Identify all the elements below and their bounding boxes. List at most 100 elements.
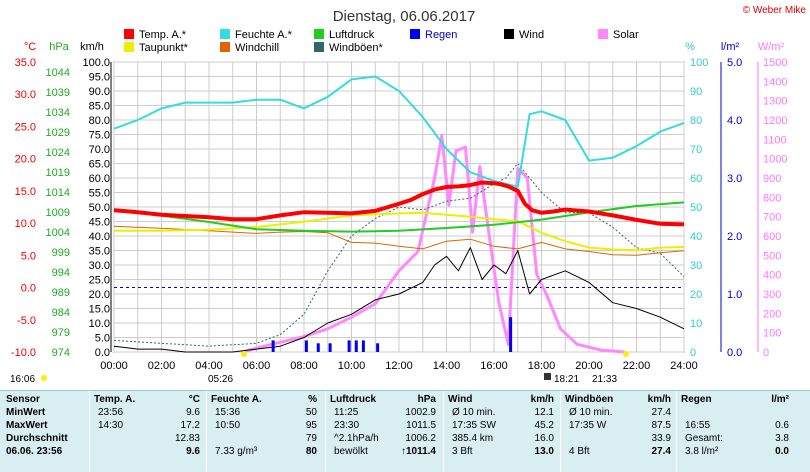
legend-swatch (314, 29, 324, 39)
stats-time: 17:35 W (569, 420, 607, 431)
stats-value: 79 (305, 433, 317, 444)
legend-swatch (220, 29, 230, 39)
stats-time (681, 407, 685, 418)
stats-time: 17:35 SW (452, 420, 496, 431)
temp-tick-label: -5.0 (17, 315, 36, 327)
stats-value: 3.8 (775, 433, 789, 444)
solar-noon-time: 18:21 (554, 374, 579, 385)
stats-row: 4 Bft 27.4 (565, 445, 671, 458)
humidity-tick-label: 70 (690, 144, 702, 156)
legend-swatch (220, 42, 230, 52)
legend-label: Regen (425, 29, 457, 41)
stats-time (211, 433, 215, 444)
pressure-tick-label: 984 (52, 307, 70, 319)
stats-header: Wind (448, 394, 473, 405)
stats-value: 12.1 (534, 407, 554, 418)
pressure-tick-label: 999 (52, 247, 70, 259)
copyright-link[interactable]: © Weber Mike (743, 5, 807, 16)
wind-tick-label: 25.0 (89, 275, 110, 287)
stats-divider (206, 391, 207, 472)
stats-time: Ø 10 min. (569, 407, 613, 418)
stats-row: 7.33 g/m³ 80 (211, 445, 317, 458)
stats-unit: l/m² (771, 394, 789, 405)
series (113, 75, 685, 354)
pressure-tick-label: 989 (52, 287, 70, 299)
stats-divider (443, 391, 444, 472)
solar-tick-label: 400 (763, 270, 781, 282)
stats-value: 1006.2 (405, 433, 436, 444)
stats-time: 23:56 (98, 407, 124, 418)
time-tick-label: 18:00 (528, 360, 556, 372)
legend-swatch (410, 29, 420, 39)
time-tick-label: 10:00 (338, 360, 366, 372)
humidity-axis-unit: % (685, 41, 695, 53)
stats-divider (676, 391, 677, 472)
rain-tick-label: 2.0 (727, 231, 742, 243)
series-line-windb-en (113, 163, 685, 347)
stats-col-temp: Temp. A. °C 23:56 9.6 14:30 17.2 12.83 9.6 (94, 393, 200, 458)
time-tick-label: 24:00 (670, 360, 698, 372)
weather-chart: Dienstag, 06.06.2017 © Weber Mike Temp. … (10, 5, 807, 385)
wind-tick-label: 0.0 (95, 347, 110, 359)
solar-tick-label: 900 (763, 173, 781, 185)
stats-row-label: Durchschnitt (6, 433, 68, 444)
temp-tick-label: 15.0 (15, 186, 36, 198)
solar-tick-label: 100 (763, 328, 781, 340)
stats-value: 9.6 (186, 407, 200, 418)
stats-time: Ø 10 min. (452, 407, 496, 418)
time-tick-label: 20:00 (575, 360, 603, 372)
temp-tick-label: 0.0 (21, 283, 36, 295)
stats-row: 11:25 1002.9 (330, 406, 436, 419)
stats-header: Windböen (565, 394, 614, 405)
stats-row: 12.83 (94, 432, 200, 445)
solar-tick-label: 1500 (763, 57, 787, 69)
wind-tick-label: 65.0 (89, 159, 110, 171)
legend-swatch (504, 29, 514, 39)
wind-tick-label: 60.0 (89, 173, 110, 185)
humidity-tick-label: 80 (690, 115, 702, 127)
rain-tick-label: 0.0 (727, 347, 742, 359)
stats-table: Sensor MinWert MaxWert Durchschnitt 06.06. 2… (0, 390, 810, 472)
stats-row-label: MaxWert (6, 420, 48, 431)
temp-tick-label: 25.0 (15, 121, 36, 133)
stats-row: 385.4 km 16.0 (448, 432, 554, 445)
legend-label: Solar (613, 29, 639, 41)
time-tick-label: 06:00 (243, 360, 271, 372)
stats-time (565, 433, 569, 444)
temp-axis-unit: °C (24, 41, 36, 53)
wind-tick-label: 5.0 (95, 333, 110, 345)
stats-row: 23:56 9.6 (94, 406, 200, 419)
stats-header: Feuchte A. (211, 394, 262, 405)
stats-time (94, 433, 98, 444)
legend-swatch (314, 42, 324, 52)
legend-swatch (124, 29, 134, 39)
stats-time: 23:30 (334, 420, 360, 431)
humidity-tick-label: 30 (690, 260, 702, 272)
pressure-tick-label: 1004 (46, 227, 70, 239)
stats-value: 16.0 (534, 433, 554, 444)
stats-value: 1002.9 (405, 407, 436, 418)
temp-tick-label: -10.0 (11, 347, 36, 359)
stats-unit: hPa (417, 394, 436, 405)
wind-tick-label: 40.0 (89, 231, 110, 243)
rain-bar (328, 343, 332, 352)
solar-tick-label: 1000 (763, 154, 787, 166)
pressure-tick-label: 974 (52, 347, 70, 359)
sunset-icon (623, 351, 629, 357)
axis-units: °C hPa km/h% l/m² W/m² (24, 41, 785, 53)
solar-tick-label: 500 (763, 250, 781, 262)
wind-tick-label: 80.0 (89, 115, 110, 127)
stats-value: 50 (305, 407, 317, 418)
time-tick-label: 02:00 (148, 360, 176, 372)
pressure-tick-label: 1044 (46, 67, 70, 79)
humidity-tick-label: 50 (690, 202, 702, 214)
stats-unit: km/h (647, 394, 671, 405)
wind-tick-label: 35.0 (89, 246, 110, 258)
stats-header: Luftdruck (330, 394, 377, 405)
humidity-tick-label: 0 (690, 347, 696, 359)
temp-tick-label: 10.0 (15, 218, 36, 230)
time-tick-label: 22:00 (623, 360, 651, 372)
time-tick-label: 08:00 (290, 360, 318, 372)
stats-time: 7.33 g/m³ (215, 446, 258, 457)
stats-time: 16:55 (685, 420, 711, 431)
